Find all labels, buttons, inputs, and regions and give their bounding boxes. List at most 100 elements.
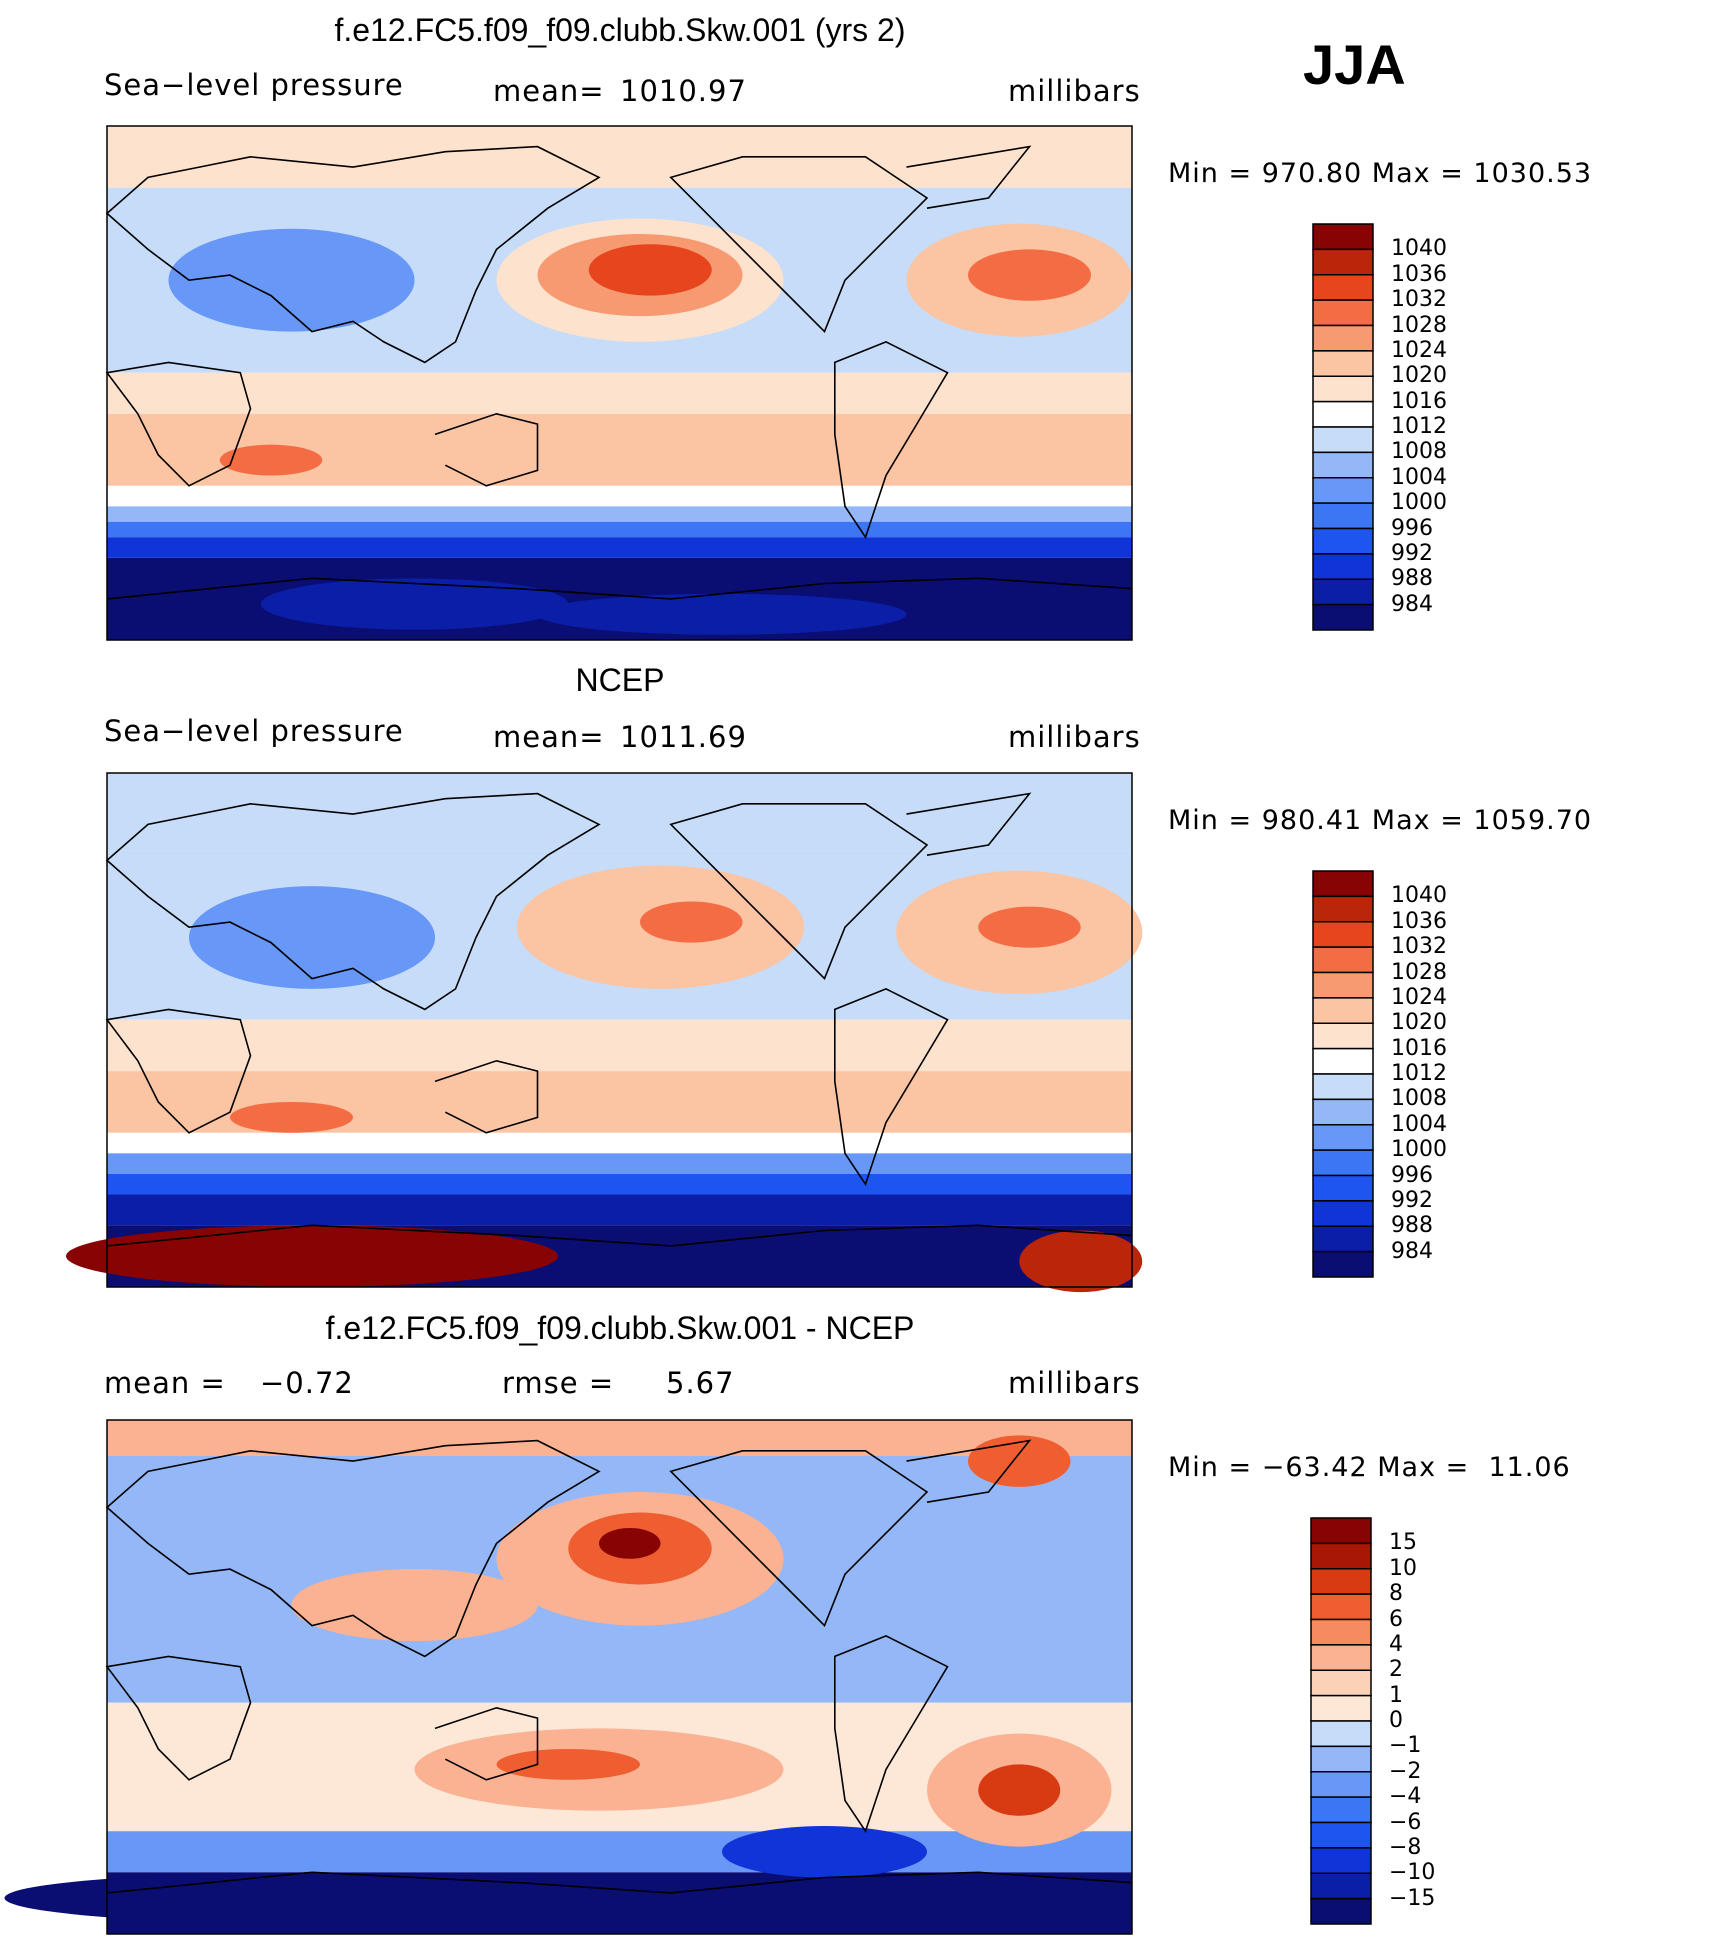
panel1-colorbar: 1040 1036 1032 1028 1024 1020 1016 1012 1008 1004… — [1312, 223, 1563, 631]
colorbar-2-swatch-0 — [1312, 870, 1374, 898]
colorbar-1-swatch-15 — [1312, 603, 1374, 631]
colorbar-3-label: 8 — [1389, 1581, 1403, 1607]
map-contour — [230, 1101, 353, 1133]
panel3-colorbar: 15 10 8 6 4 2 1 0 −1 −2 −4 −6 −8 −10 −15 — [1310, 1517, 1561, 1925]
map-contour — [219, 444, 323, 476]
colorbar-3-label: 0 — [1389, 1708, 1403, 1733]
colorbar-3-swatch-13 — [1310, 1847, 1372, 1874]
panel1-min-label: Min — [1168, 158, 1219, 189]
colorbar-3-label: −4 — [1389, 1784, 1422, 1810]
coastline — [833, 341, 949, 540]
map-band — [107, 1831, 1132, 1873]
colorbar-2-label: 1004 — [1391, 1111, 1447, 1137]
panel3-minmax: Min = −63.42 Max = 11.06 — [1168, 1452, 1571, 1483]
colorbar-3-label: 2 — [1389, 1657, 1403, 1683]
colorbar-1-swatch-9 — [1312, 451, 1374, 479]
colorbar-2-label: 1036 — [1391, 908, 1447, 934]
colorbar-2-swatch-3 — [1312, 946, 1374, 974]
coastline — [906, 1439, 1032, 1503]
colorbar-1-swatch-3 — [1312, 299, 1374, 327]
coastline — [106, 1871, 1133, 1894]
map-band — [107, 1153, 1132, 1174]
panel3-title: f.e12.FC5.f09_f09.clubb.Skw.001 - NCEP — [325, 1310, 915, 1346]
colorbar-1-label: 996 — [1391, 515, 1433, 541]
map-contour — [588, 244, 712, 296]
coastline — [833, 988, 949, 1187]
colorbar-2-swatch-9 — [1312, 1098, 1374, 1126]
coastline — [669, 1449, 929, 1628]
colorbar-1-label: 1032 — [1391, 287, 1447, 313]
colorbar-3-label: 15 — [1389, 1530, 1417, 1556]
coastline — [105, 361, 252, 487]
panel2-units: millibars — [1008, 720, 1141, 754]
colorbar-3-swatch-4 — [1310, 1618, 1372, 1646]
map-band — [107, 372, 1132, 414]
coastline — [833, 1635, 949, 1834]
colorbar-3-label: −6 — [1389, 1809, 1422, 1835]
colorbar-2-swatch-7 — [1312, 1047, 1374, 1075]
colorbar-1-label: 1036 — [1391, 261, 1447, 287]
map-contour — [968, 249, 1091, 301]
colorbar-2-swatch-10 — [1312, 1124, 1374, 1151]
map-contour — [599, 1527, 661, 1559]
map-band — [107, 1420, 1132, 1456]
panel3-rmse-label: rmse = — [502, 1366, 615, 1400]
colorbar-3-swatch-6 — [1310, 1669, 1372, 1697]
panel3-mean: −0.72 — [260, 1366, 354, 1400]
map-contour — [260, 578, 569, 630]
colorbar-2-swatch-1 — [1312, 895, 1374, 923]
colorbar-1-swatch-7 — [1312, 400, 1374, 428]
colorbar-2-label: 984 — [1391, 1238, 1433, 1264]
panel2-max: 1059.70 — [1473, 805, 1593, 836]
colorbar-2-swatch-4 — [1312, 971, 1374, 999]
colorbar-3-label: −8 — [1389, 1834, 1422, 1860]
coastline — [906, 145, 1032, 209]
colorbar-2-label: 1012 — [1391, 1061, 1447, 1086]
colorbar-1-swatch-8 — [1312, 426, 1374, 454]
map-band — [107, 485, 1132, 507]
colorbar-2-swatch-12 — [1312, 1174, 1374, 1202]
colorbar-1-label: 988 — [1391, 566, 1433, 592]
map-contour — [619, 1425, 825, 1456]
map-contour — [978, 1764, 1061, 1816]
coastline — [434, 1706, 539, 1781]
map-contour — [189, 886, 435, 989]
colorbar-2-swatch-5 — [1312, 997, 1374, 1024]
colorbar-1-swatch-6 — [1312, 375, 1374, 403]
colorbar-3-label: −1 — [1389, 1733, 1422, 1759]
map-band — [107, 1194, 1132, 1226]
colorbar-3-swatch-2 — [1310, 1568, 1372, 1595]
coastline — [434, 412, 539, 487]
colorbar-3-swatch-3 — [1310, 1593, 1372, 1621]
map-band — [107, 506, 1132, 522]
colorbar-2-swatch-2 — [1312, 921, 1374, 948]
colorbar-3-swatch-1 — [1310, 1542, 1372, 1570]
colorbar-2-swatch-14 — [1312, 1225, 1374, 1253]
panel2-mean: 1011.69 — [620, 720, 747, 754]
map-contour — [968, 1435, 1071, 1487]
panel2-title: NCEP — [575, 662, 665, 698]
panel3-units: millibars — [1008, 1366, 1141, 1400]
colorbar-1-label: 1008 — [1391, 439, 1447, 465]
colorbar-3-label: 6 — [1389, 1606, 1403, 1632]
panel1-minmax: Min = 970.80 Max = 1030.53 — [1168, 158, 1593, 189]
coastline — [105, 1655, 252, 1781]
colorbar-1-label: 1040 — [1391, 236, 1447, 262]
colorbar-2-label: 992 — [1391, 1187, 1433, 1213]
colorbar-3-swatch-14 — [1310, 1872, 1372, 1900]
colorbar-1-label: 1016 — [1391, 388, 1447, 414]
map-band — [107, 773, 1132, 851]
panel1-map — [105, 125, 1133, 641]
colorbar-2-label: 1040 — [1391, 883, 1447, 909]
colorbar-1-label: 1020 — [1391, 363, 1447, 389]
colorbar-3-swatch-9 — [1310, 1745, 1372, 1773]
panel1-title: f.e12.FC5.f09_f09.clubb.Skw.001 (yrs 2) — [334, 12, 906, 48]
panel1-mean: 1010.97 — [620, 74, 747, 108]
map-contour — [291, 1569, 538, 1642]
coastline — [106, 577, 1133, 600]
map-contour — [537, 593, 907, 635]
panel1-mean-label: mean= — [493, 74, 605, 108]
map-contour — [978, 906, 1081, 948]
colorbar-3-swatch-10 — [1310, 1771, 1372, 1798]
colorbar-1-label: 1012 — [1391, 414, 1447, 439]
